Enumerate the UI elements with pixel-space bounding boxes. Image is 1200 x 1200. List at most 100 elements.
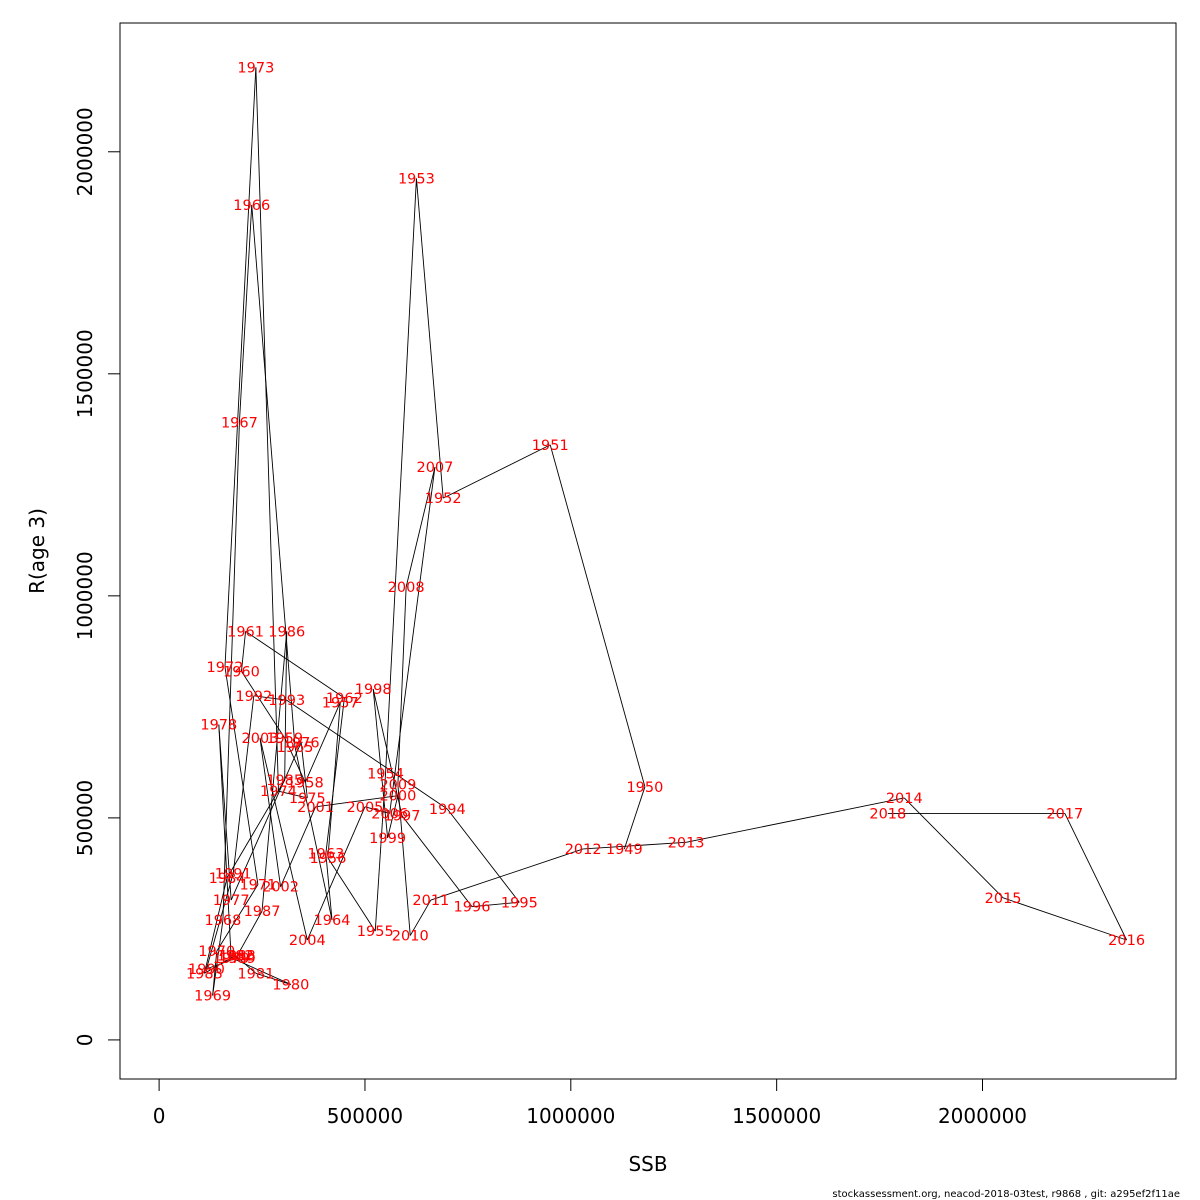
year-label: 1986: [268, 624, 305, 640]
trajectory-segment: [397, 586, 407, 785]
trajectory-segment: [372, 689, 403, 816]
year-label: 1991: [215, 866, 252, 882]
year-label: 1973: [237, 60, 274, 76]
year-label: 1983: [186, 966, 223, 982]
x-axis-title: SSB: [628, 1152, 667, 1176]
year-label: 2014: [886, 791, 923, 807]
year-label: 1998: [355, 682, 392, 698]
year-label: 1979: [213, 951, 250, 967]
year-label: 1976: [283, 735, 320, 751]
trajectory-segment: [315, 795, 398, 808]
trajectory-segment: [327, 702, 341, 858]
year-label: 2007: [416, 460, 453, 476]
trajectory-segment: [372, 689, 389, 838]
year-label: 1958: [287, 775, 324, 791]
trajectory-segment: [245, 631, 345, 699]
year-label: 2004: [289, 933, 326, 949]
x-axis: 0 500000 1000000 1500000 2000000: [153, 1078, 1027, 1128]
year-label: 2008: [388, 580, 425, 596]
year-label: 1970: [198, 944, 235, 960]
year-label: 1951: [532, 438, 569, 454]
trajectory-segment: [222, 422, 240, 921]
trajectory-segment: [300, 742, 308, 798]
year-label: 1949: [606, 842, 643, 858]
trajectory-segment: [224, 666, 259, 885]
trajectory-segment: [401, 815, 473, 907]
year-label: 1954: [367, 766, 404, 782]
y-tick-label: 2000000: [73, 107, 97, 196]
year-label: 1992: [235, 689, 272, 705]
trajectory-segment: [284, 631, 288, 781]
year-label: 1971: [239, 877, 276, 893]
year-label: 1988: [219, 949, 256, 965]
trajectory-segment: [442, 444, 551, 499]
trajectory-segment: [212, 951, 218, 996]
footer-credit: stockassessment.org, neacod-2018-03test,…: [832, 1189, 1180, 1200]
trajectory-segment: [259, 737, 282, 887]
year-label: 1963: [307, 846, 344, 862]
year-label: 1987: [244, 904, 281, 920]
trajectory-segment: [224, 67, 257, 667]
year-label: 1985: [266, 773, 303, 789]
year-label: 1961: [227, 624, 264, 640]
year-label: 1974: [260, 784, 297, 800]
year-label: 1975: [289, 791, 326, 807]
trajectory-segment: [230, 742, 302, 901]
trajectory-segment: [218, 724, 232, 958]
y-tick-label: 1000000: [73, 551, 97, 640]
year-label: 2015: [985, 891, 1022, 907]
trajectory-segment: [206, 873, 234, 969]
x-tick-label: 0: [153, 1104, 166, 1128]
trajectory-segment: [230, 957, 292, 985]
year-label: 2013: [668, 835, 705, 851]
year-label: 1996: [454, 900, 491, 916]
year-label: 1978: [200, 718, 237, 734]
trajectory-segment: [415, 178, 444, 499]
x-tick-label: 1500000: [732, 1104, 821, 1128]
y-tick-label: 0: [73, 1034, 97, 1047]
trajectory-segment: [251, 205, 296, 747]
trajectory-segment: [389, 467, 436, 814]
plot-frame: [119, 22, 1177, 1080]
trajectory-segment: [236, 910, 263, 956]
trajectory-segment: [325, 853, 333, 921]
year-label: 2006: [371, 806, 408, 822]
trajectory-segment: [203, 877, 228, 974]
trajectory-segment: [1002, 897, 1127, 941]
trajectory-segment: [306, 806, 366, 941]
year-label: 2011: [412, 893, 449, 909]
year-label: 1984: [209, 871, 246, 887]
year-label: 1967: [221, 416, 258, 432]
year-label: 2000: [379, 789, 416, 805]
trajectory-segment: [446, 808, 520, 903]
trajectory-segment: [364, 806, 390, 814]
trajectory-segment: [280, 806, 316, 887]
trajectory-segment: [286, 699, 448, 810]
year-label: 1995: [501, 895, 538, 911]
trajectory-segment: [241, 671, 286, 739]
year-label: 1959: [266, 731, 303, 747]
trajectory-segment: [278, 790, 308, 799]
trajectory-segment: [549, 444, 646, 787]
trajectory-segment: [325, 697, 345, 854]
trajectory-segment: [241, 631, 247, 672]
trajectory-segment: [259, 737, 308, 941]
x-tick-label: 500000: [327, 1104, 403, 1128]
year-label: 1982: [217, 949, 254, 965]
trajectory-segment: [327, 857, 376, 932]
year-labels: 1949 1950 1951 1952 1953 1954 1955 1956 1957 1958…: [186, 60, 1145, 1004]
year-label: 1960: [223, 664, 260, 680]
year-label: 1989: [219, 951, 256, 967]
year-label: 2001: [297, 800, 334, 816]
year-label: 1972: [207, 660, 244, 676]
trajectory-segment: [206, 957, 238, 970]
trajectory-segment: [255, 67, 279, 792]
year-label: 1956: [309, 851, 346, 867]
trajectory-segment: [405, 466, 436, 588]
y-axis-title: R(age 3): [25, 508, 49, 594]
year-label: 2010: [392, 929, 429, 945]
year-label: 1994: [429, 802, 466, 818]
trajectory-segment: [294, 746, 333, 921]
year-label: 1965: [277, 740, 314, 756]
